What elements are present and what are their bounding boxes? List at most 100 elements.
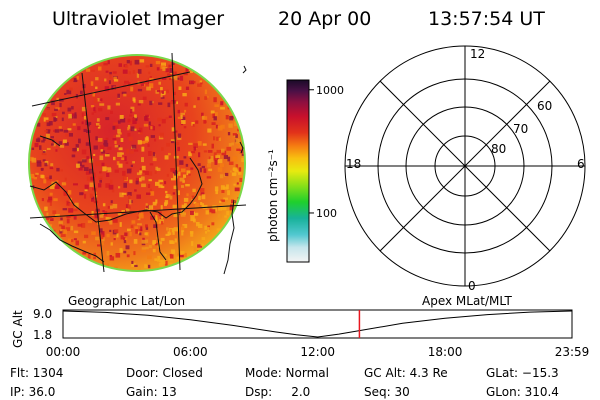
uv-speckle-cell <box>55 180 59 183</box>
uv-speckle-cell <box>201 237 206 240</box>
uv-speckle-cell <box>83 116 87 120</box>
uv-speckle-cell <box>167 102 171 108</box>
uv-speckle-cell <box>100 149 103 152</box>
uv-speckle-cell <box>93 110 97 113</box>
uv-speckle-cell <box>151 101 154 104</box>
uv-speckle-cell <box>86 169 91 175</box>
uv-speckle-cell <box>137 129 141 133</box>
uv-speckle-cell <box>137 266 141 270</box>
uv-speckle-cell <box>177 146 180 152</box>
uv-speckle-cell <box>81 223 86 228</box>
uv-speckle-cell <box>134 59 140 65</box>
uv-speckle-cell <box>141 239 147 244</box>
uv-speckle-cell <box>145 203 148 208</box>
uv-speckle-cell <box>197 244 202 248</box>
uv-speckle-cell <box>49 192 53 196</box>
uv-speckle-cell <box>223 155 228 159</box>
uv-speckle-cell <box>201 203 204 207</box>
uv-speckle-cell <box>154 258 158 261</box>
uv-speckle-cell <box>177 190 180 195</box>
uv-speckle-cell <box>157 117 162 122</box>
uv-speckle-cell <box>70 225 74 231</box>
uv-speckle-cell <box>145 208 149 211</box>
uv-speckle-cell <box>150 126 154 130</box>
uv-speckle-cell <box>217 159 223 164</box>
uv-speckle-cell <box>156 90 160 93</box>
uv-speckle-cell <box>83 128 87 132</box>
uv-speckle-cell <box>39 145 42 150</box>
uv-speckle-cell <box>132 161 135 164</box>
uv-speckle-cell <box>120 235 124 240</box>
uv-speckle-cell <box>45 133 50 139</box>
uv-speckle-cell <box>239 177 243 182</box>
timeline-left-title: Geographic Lat/Lon <box>68 294 185 308</box>
uv-speckle-cell <box>236 151 241 154</box>
uv-speckle-cell <box>68 202 71 207</box>
uv-speckle-cell <box>90 176 95 181</box>
uv-speckle-cell <box>111 189 115 193</box>
uv-speckle-cell <box>235 134 238 138</box>
uv-speckle-cell <box>152 248 156 253</box>
uv-speckle-cell <box>95 161 100 167</box>
uv-speckle-cell <box>133 251 136 256</box>
uv-speckle-cell <box>52 143 56 147</box>
uv-speckle-cell <box>113 266 118 269</box>
uv-speckle-cell <box>203 168 207 173</box>
uv-speckle-cell <box>207 150 213 153</box>
uv-speckle-cell <box>173 227 179 232</box>
uv-speckle-cell <box>109 205 113 209</box>
uv-speckle-cell <box>171 178 176 181</box>
uv-speckle-cell <box>166 173 169 177</box>
uv-speckle-cell <box>175 141 180 146</box>
uv-speckle-cell <box>136 172 142 176</box>
uv-speckle-cell <box>149 163 154 166</box>
colorbar-unit: photon cm⁻²s⁻¹ <box>266 149 280 242</box>
uv-speckle-cell <box>137 88 143 92</box>
polar-diagonal <box>379 80 551 252</box>
uv-speckle-cell <box>181 185 184 188</box>
uv-speckle-cell <box>206 164 211 168</box>
uv-speckle-cell <box>80 90 83 95</box>
uv-speckle-cell <box>219 174 224 179</box>
uv-speckle-cell <box>82 251 87 255</box>
uv-speckle-cell <box>36 122 41 127</box>
uv-speckle-cell <box>216 136 221 141</box>
uv-speckle-cell <box>69 87 73 91</box>
uv-speckle-cell <box>165 68 169 73</box>
uv-speckle-cell <box>90 105 95 108</box>
uv-speckle-cell <box>114 125 119 129</box>
uv-speckle-cell <box>177 116 180 119</box>
uv-speckle-cell <box>165 190 168 194</box>
uv-speckle-cell <box>112 218 118 223</box>
uv-speckle-cell <box>59 223 63 227</box>
uv-speckle-cell <box>204 89 208 95</box>
uv-speckle-cell <box>129 199 132 205</box>
uv-speckle-cell <box>102 166 107 172</box>
uv-speckle-cell <box>173 173 178 179</box>
uv-speckle-cell <box>227 190 230 196</box>
uv-speckle-cell <box>48 196 53 201</box>
uv-speckle-cell <box>54 118 58 122</box>
uv-speckle-cell <box>191 122 195 126</box>
info-flight: Flt: 1304 <box>10 366 63 380</box>
uv-speckle-cell <box>134 114 137 119</box>
uv-speckle-cell <box>223 197 228 200</box>
uv-speckle-cell <box>241 157 244 162</box>
uv-speckle-cell <box>130 164 133 167</box>
uv-speckle-cell <box>90 81 94 86</box>
uv-speckle-cell <box>185 163 189 167</box>
uv-speckle-cell <box>140 226 143 231</box>
lat-label-70: 70 <box>513 122 528 136</box>
uv-speckle-cell <box>101 241 104 246</box>
uv-speckle-cell <box>118 147 123 151</box>
uv-speckle-cell <box>155 242 159 246</box>
uv-speckle-cell <box>104 86 110 92</box>
uv-speckle-cell <box>172 71 177 76</box>
uv-speckle-cell <box>209 158 214 163</box>
uv-speckle-cell <box>190 210 194 216</box>
uv-speckle-cell <box>121 210 125 213</box>
uv-speckle-cell <box>149 100 153 106</box>
uv-speckle-cell <box>188 151 192 157</box>
uv-speckle-cell <box>92 187 97 191</box>
uv-speckle-cell <box>55 149 58 152</box>
